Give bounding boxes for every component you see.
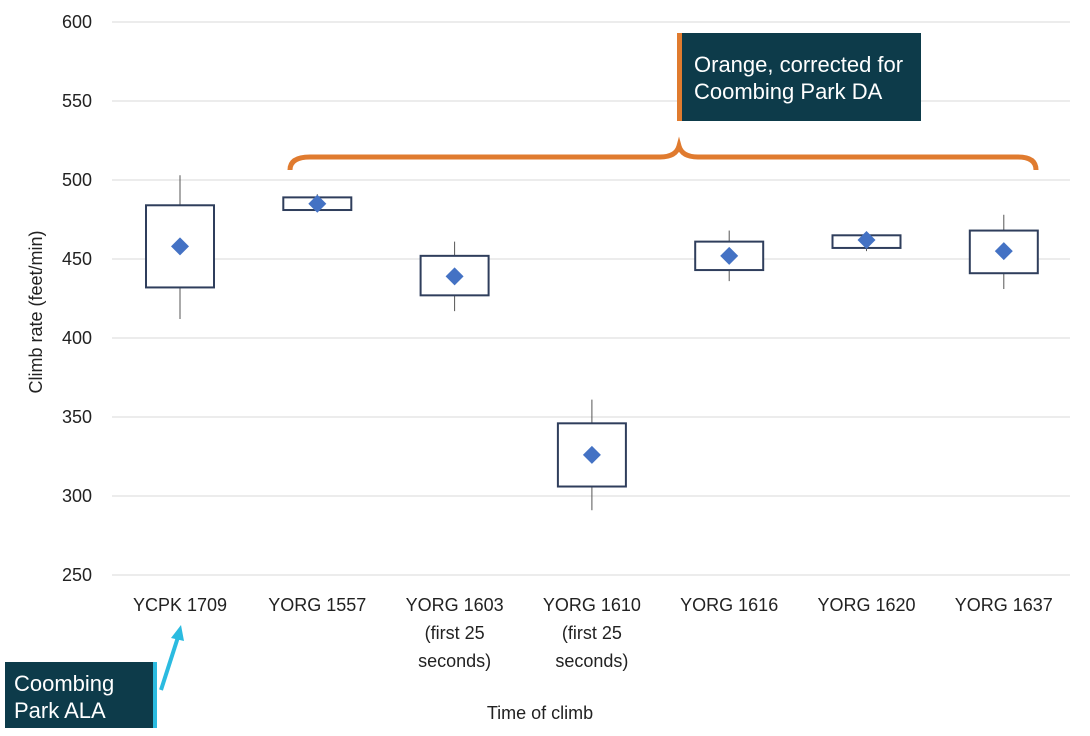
correction-callout-line: Orange, corrected for [694,52,904,77]
x-category-label: YORG 1603 (first 25 seconds) [406,595,504,671]
x-category-line: YORG 1637 [955,595,1053,615]
y-tick-label: 400 [62,328,92,348]
x-category-label: YCPK 1709 [133,595,227,615]
x-category-line: YORG 1603 [406,595,504,615]
x-axis-categories: YCPK 1709 YORG 1557 YORG 1603 (first 25 seco… [133,595,1053,671]
x-category-line: YORG 1616 [680,595,778,615]
box-group [694,230,765,282]
x-category-line: seconds) [418,651,491,671]
mean-marker [171,237,189,256]
x-category-label: YORG 1557 [268,595,366,615]
y-tick-label: 600 [62,12,92,32]
mean-marker [994,242,1013,261]
site-callout: Coombing Park ALA [5,662,157,728]
x-category-line: YORG 1557 [268,595,366,615]
x-category-line: seconds) [555,651,628,671]
mean-marker [308,194,327,213]
mean-marker [857,231,876,250]
x-category-line: (first 25 [562,623,622,643]
y-axis-ticks: 250 300 350 400 450 500 550 600 [62,12,92,585]
y-tick-label: 250 [62,565,92,585]
box-group [282,194,353,213]
y-tick-label: 450 [62,249,92,269]
site-callout-line: Coombing [14,671,115,696]
box-group [145,175,215,320]
box-group [831,231,902,252]
mean-marker [720,246,739,265]
cyan-arrow [159,625,184,691]
x-category-line: YORG 1620 [817,595,915,615]
x-category-line: YORG 1610 [543,595,641,615]
y-tick-label: 350 [62,407,92,427]
box-group [968,214,1039,290]
x-category-line: (first 25 [425,623,485,643]
x-category-line: YCPK 1709 [133,595,227,615]
y-tick-label: 300 [62,486,92,506]
y-axis-title: Climb rate (feet/min) [26,230,46,393]
x-category-label: YORG 1620 [817,595,915,615]
box-group [419,241,490,312]
y-tick-label: 500 [62,170,92,190]
x-category-label: YORG 1616 [680,595,778,615]
x-category-label: YORG 1610 (first 25 seconds) [543,595,641,671]
box-group [556,399,627,511]
box-series [145,175,1039,511]
orange-brace [287,136,1039,171]
site-callout-line: Park ALA [14,698,106,723]
gridlines [112,21,1070,576]
correction-callout-line: Coombing Park DA [694,79,883,104]
y-tick-label: 550 [62,91,92,111]
box [145,204,215,289]
mean-marker [582,445,601,464]
mean-marker [445,267,464,286]
x-axis-title: Time of climb [487,703,593,723]
correction-callout: Orange, corrected for Coombing Park DA [677,33,921,121]
x-category-label: YORG 1637 [955,595,1053,615]
